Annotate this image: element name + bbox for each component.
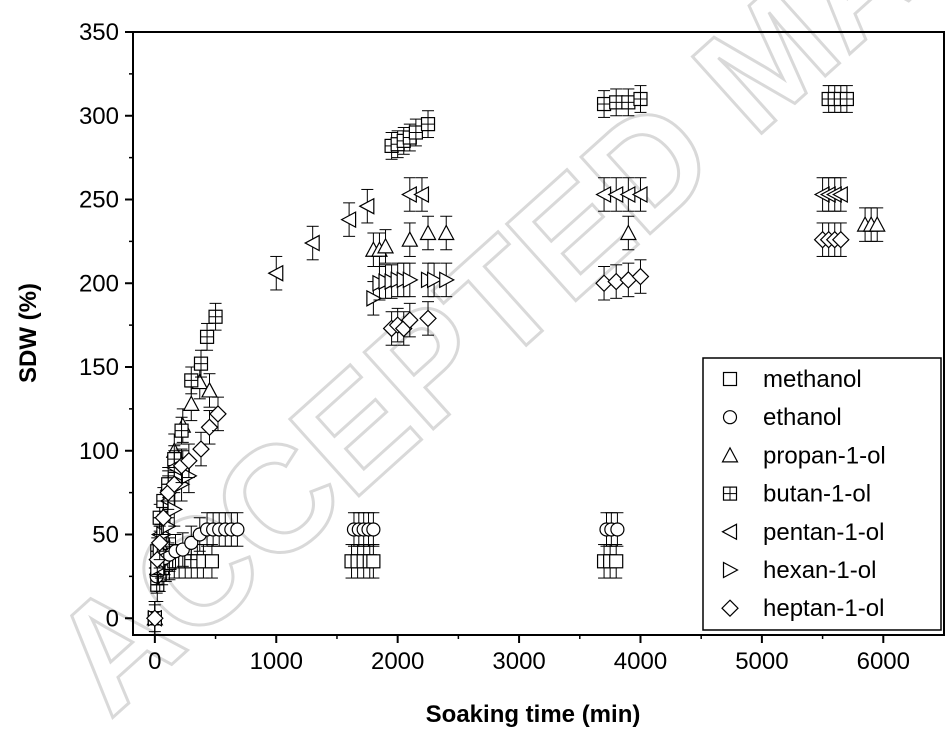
data-point bbox=[366, 522, 381, 537]
x-tick-label: 6000 bbox=[857, 648, 910, 675]
data-point bbox=[200, 381, 218, 398]
data-point bbox=[366, 289, 383, 307]
data-point bbox=[230, 522, 245, 537]
data-point bbox=[596, 96, 612, 112]
data-point bbox=[619, 224, 637, 241]
x-tick-label: 5000 bbox=[735, 648, 788, 675]
data-point bbox=[174, 423, 189, 438]
data-point bbox=[609, 95, 624, 110]
data-point bbox=[146, 609, 164, 628]
data-point bbox=[633, 91, 648, 107]
x-tick-label: 1000 bbox=[250, 648, 303, 675]
data-series-layer bbox=[146, 85, 886, 636]
legend-item: hexan-1-ol bbox=[722, 557, 876, 584]
x-tick-label: 3000 bbox=[492, 648, 545, 675]
x-axis-title: Soaking time (min) bbox=[426, 701, 641, 728]
legend-item: methanol bbox=[722, 366, 862, 393]
data-point bbox=[377, 237, 395, 254]
data-point bbox=[420, 117, 436, 132]
legend-label: pentan-1-ol bbox=[763, 519, 884, 546]
data-point bbox=[184, 373, 199, 388]
data-point bbox=[165, 475, 184, 494]
data-point bbox=[839, 91, 854, 107]
y-axis-title: SDW (%) bbox=[15, 283, 42, 383]
legend-item: heptan-1-ol bbox=[721, 595, 884, 622]
legend: methanol ethanol propan-1-ol butan-1-ol pent… bbox=[702, 357, 942, 631]
data-point bbox=[631, 267, 650, 286]
series-heptan-1-ol bbox=[146, 222, 850, 636]
y-tick-label: 250 bbox=[79, 187, 119, 214]
data-point bbox=[400, 311, 419, 329]
y-tick-label: 200 bbox=[79, 270, 119, 297]
x-tick-label: 4000 bbox=[614, 648, 667, 675]
data-point bbox=[439, 271, 456, 289]
legend-label: propan-1-ol bbox=[763, 442, 886, 469]
legend-item: pentan-1-ol bbox=[721, 519, 884, 546]
legend-marker bbox=[722, 561, 739, 579]
legend-item: propan-1-ol bbox=[721, 442, 886, 469]
y-tick-label: 0 bbox=[106, 605, 119, 632]
data-point bbox=[199, 329, 215, 344]
y-tick-label: 150 bbox=[79, 354, 119, 381]
data-point bbox=[631, 185, 648, 203]
legend-item: butan-1-ol bbox=[722, 481, 871, 508]
data-point bbox=[340, 211, 357, 229]
axes: 0 1000 2000 3000 4000 5000 6000 0 50 100 150 200 250… bbox=[79, 19, 945, 675]
y-tick-label: 300 bbox=[79, 103, 119, 130]
data-point bbox=[179, 451, 198, 470]
data-point bbox=[204, 554, 220, 569]
data-point bbox=[831, 230, 850, 249]
y-tick-label: 100 bbox=[79, 438, 119, 465]
data-point bbox=[358, 197, 375, 215]
data-point bbox=[419, 224, 437, 241]
data-point bbox=[154, 508, 173, 527]
data-point bbox=[209, 405, 227, 423]
data-point bbox=[413, 185, 430, 203]
data-point bbox=[193, 356, 209, 371]
y-tick-label: 350 bbox=[79, 19, 119, 46]
data-point bbox=[419, 309, 437, 328]
data-point bbox=[609, 554, 624, 569]
legend-marker bbox=[722, 486, 738, 501]
data-point bbox=[192, 440, 210, 458]
legend-label: heptan-1-ol bbox=[763, 595, 884, 622]
data-point bbox=[200, 418, 219, 437]
legend-marker bbox=[722, 371, 738, 387]
x-tick-label: 0 bbox=[148, 648, 161, 675]
data-point bbox=[402, 271, 419, 289]
data-point bbox=[437, 224, 455, 241]
data-point bbox=[621, 95, 636, 110]
legend-box bbox=[702, 357, 942, 631]
legend-label: hexan-1-ol bbox=[763, 557, 876, 584]
legend-item: ethanol bbox=[722, 404, 842, 431]
data-point bbox=[426, 271, 443, 289]
legend-marker bbox=[721, 523, 738, 541]
x-tick-label: 2000 bbox=[371, 648, 424, 675]
legend-label: ethanol bbox=[763, 404, 842, 431]
data-point bbox=[208, 309, 223, 324]
legend-label: methanol bbox=[763, 366, 862, 393]
data-point bbox=[832, 185, 848, 203]
data-point bbox=[408, 125, 423, 140]
data-point bbox=[366, 554, 381, 569]
legend-label: butan-1-ol bbox=[763, 481, 871, 508]
legend-marker bbox=[721, 446, 739, 463]
legend-marker bbox=[721, 599, 739, 618]
data-point bbox=[184, 535, 199, 550]
data-point bbox=[401, 230, 419, 247]
plot-frame bbox=[132, 31, 945, 636]
data-point bbox=[303, 234, 320, 252]
y-tick-label: 50 bbox=[92, 522, 119, 549]
data-point bbox=[868, 215, 886, 232]
data-point bbox=[610, 522, 625, 537]
data-point bbox=[182, 395, 200, 411]
data-point bbox=[267, 264, 284, 282]
data-point bbox=[150, 534, 169, 552]
legend-marker bbox=[722, 410, 738, 425]
